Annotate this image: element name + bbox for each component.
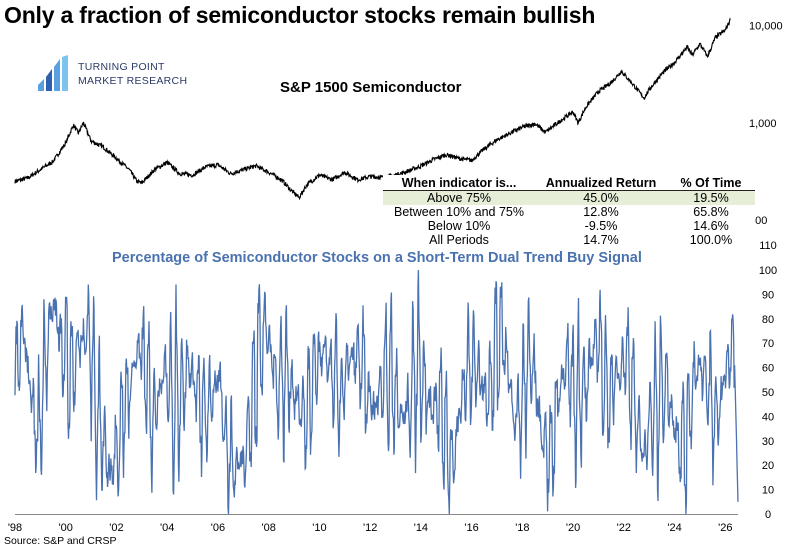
x-tick-label: '10 [312, 522, 326, 534]
stats-cell-return: 12.8% [583, 205, 619, 219]
logo-mark-icon [38, 55, 68, 91]
stats-header-row: When indicator is... Annualized Return %… [383, 175, 755, 191]
x-tick-label: '16 [464, 522, 478, 534]
stats-row-above-75: Above 75% 45.0% 19.5% [383, 190, 755, 205]
top-y-tick-label: 1,000 [749, 118, 777, 130]
x-tick-label: '06 [211, 522, 225, 534]
logo-text-line2: MARKET RESEARCH [78, 75, 188, 87]
stats-cell-return: -9.5% [584, 219, 618, 233]
bottom-y-tick-label: 60 [762, 363, 774, 375]
buy-signal-percentage-line [14, 269, 739, 515]
bottom-y-tick-label: 110 [759, 240, 777, 252]
bottom-y-tick-label: 20 [762, 460, 774, 472]
stats-header-return: Annualized Return [535, 175, 667, 191]
x-tick-label: '02 [109, 522, 123, 534]
bottom-y-tick-label: 100 [759, 265, 777, 277]
stats-cell-label: All Periods [429, 233, 489, 247]
x-tick-label: '04 [160, 522, 174, 534]
x-tick-label: '00 [59, 522, 73, 534]
x-tick-label: '18 [515, 522, 529, 534]
bottom-y-tick-label: 80 [762, 314, 774, 326]
bottom-y-tick-label: 90 [762, 289, 774, 301]
logo-bar-4 [62, 55, 68, 91]
x-tick-label: '20 [566, 522, 580, 534]
stats-cell-time: 100.0% [689, 233, 733, 247]
stats-cell-label: Between 10% and 75% [394, 205, 524, 219]
bottom-y-tick-label: 50 [762, 387, 774, 399]
stats-row-all: All Periods 14.7% 100.0% [383, 233, 755, 247]
stats-row-below-10: Below 10% -9.5% 14.6% [383, 219, 755, 233]
x-tick-label: '08 [262, 522, 276, 534]
stats-table: When indicator is... Annualized Return %… [383, 175, 755, 247]
stats-cell-time: 65.8% [693, 205, 729, 219]
x-tick-label: '26 [718, 522, 732, 534]
x-tick-label: '22 [617, 522, 631, 534]
bottom-y-tick-label: 40 [762, 411, 774, 423]
stats-cell-time: 19.5% [667, 190, 755, 205]
bottom-series-title: Percentage of Semiconductor Stocks on a … [112, 250, 642, 266]
stats-cell-time: 14.6% [693, 219, 729, 233]
company-logo: TURNING POINT MARKET RESEARCH [36, 55, 216, 95]
logo-bar-1 [38, 79, 44, 91]
logo-text-line1: TURNING POINT [78, 61, 165, 73]
x-tick-label: '12 [363, 522, 377, 534]
x-tick-label: '14 [414, 522, 428, 534]
stats-cell-return: 45.0% [535, 190, 667, 205]
chart-title: Only a fraction of semiconductor stocks … [4, 2, 596, 28]
stats-header-condition: When indicator is... [383, 175, 535, 191]
logo-bar-3 [54, 59, 60, 91]
stats-cell-label: Above 75% [383, 190, 535, 205]
logo-bar-2 [46, 69, 52, 91]
top-y-tick-label: 10,000 [749, 21, 783, 33]
x-tick-label: '98 [8, 522, 22, 534]
stats-row-between: Between 10% and 75% 12.8% 65.8% [383, 205, 755, 219]
bottom-y-tick-label: 10 [762, 485, 774, 497]
bottom-chart: 0 10 20 30 40 50 60 70 80 90 100 110 '98 '00 '02 '04 '06… [8, 240, 777, 534]
stats-cell-label: Below 10% [427, 219, 491, 233]
source-note: Source: S&P and CRSP [4, 535, 117, 547]
bottom-y-tick-label: 70 [762, 338, 774, 350]
stats-header-time: % Of Time [667, 175, 755, 191]
bottom-y-tick-label: 0 [765, 509, 771, 521]
semiconductor-index-line [14, 17, 731, 201]
x-tick-label: '24 [667, 522, 681, 534]
stats-cell-return: 14.7% [583, 233, 619, 247]
bottom-y-tick-label: 30 [762, 436, 774, 448]
top-series-label: S&P 1500 Semiconductor [280, 79, 462, 96]
